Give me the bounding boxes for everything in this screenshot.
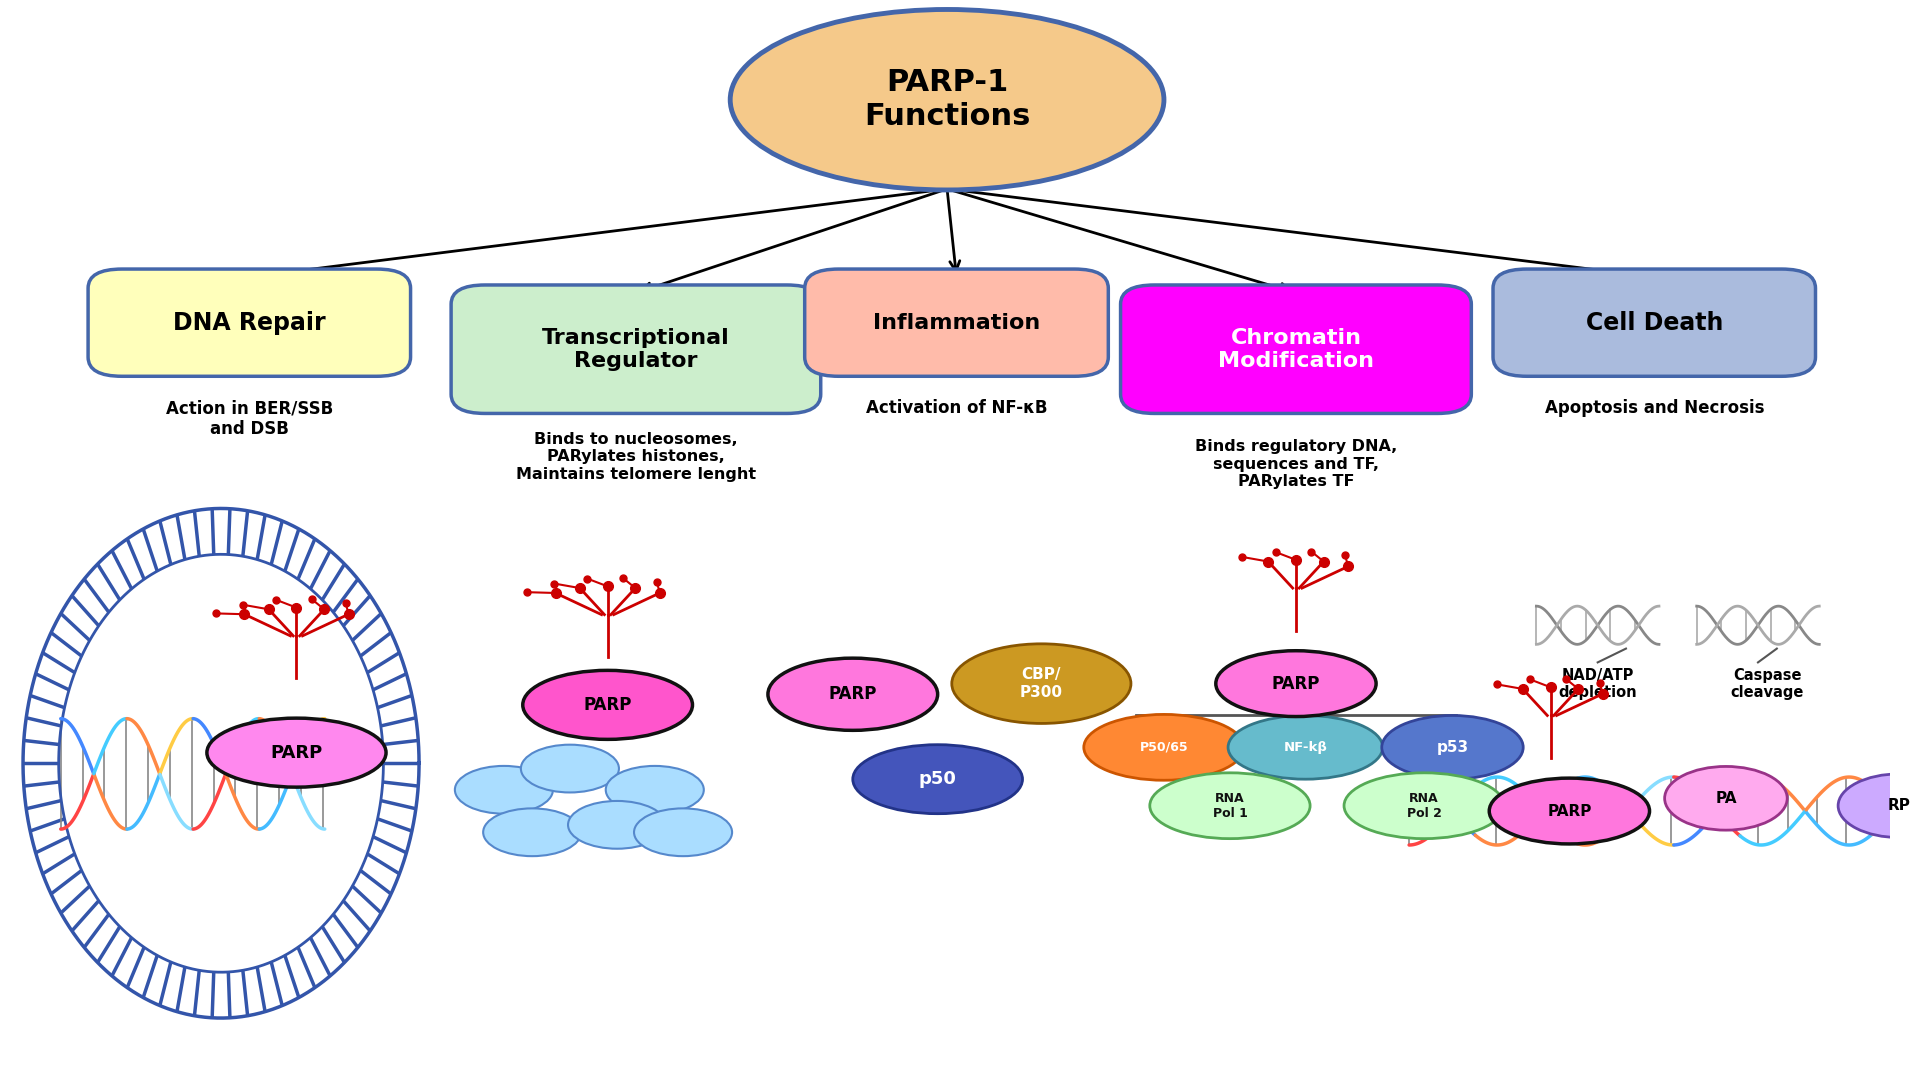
Text: Chromatin
Modification: Chromatin Modification: [1219, 327, 1374, 371]
Ellipse shape: [484, 808, 582, 856]
Text: PARP: PARP: [1272, 674, 1320, 692]
Ellipse shape: [568, 801, 666, 849]
Ellipse shape: [1488, 778, 1649, 844]
Ellipse shape: [1345, 773, 1504, 839]
Text: RNA
Pol 1: RNA Pol 1: [1213, 792, 1247, 820]
Text: PA: PA: [1716, 791, 1737, 806]
Ellipse shape: [1217, 651, 1375, 717]
Ellipse shape: [1085, 715, 1243, 780]
Text: CBP/
P300: CBP/ P300: [1020, 668, 1064, 700]
Text: RP: RP: [1888, 798, 1911, 813]
Text: PARP: PARP: [583, 696, 631, 714]
FancyBboxPatch shape: [805, 269, 1108, 377]
Text: PARP-1
Functions: PARP-1 Functions: [865, 68, 1031, 131]
Text: NAD/ATP
depletion: NAD/ATP depletion: [1559, 668, 1638, 700]
Text: p53: p53: [1437, 739, 1469, 754]
Text: p50: p50: [918, 770, 956, 789]
FancyBboxPatch shape: [88, 269, 411, 377]
Ellipse shape: [1838, 774, 1913, 838]
Ellipse shape: [522, 671, 693, 739]
Text: PARP: PARP: [828, 685, 876, 703]
Ellipse shape: [853, 745, 1023, 813]
Ellipse shape: [520, 745, 620, 793]
Text: Action in BER/SSB
and DSB: Action in BER/SSB and DSB: [166, 399, 333, 438]
Text: Binds regulatory DNA,
sequences and TF,
PARylates TF: Binds regulatory DNA, sequences and TF, …: [1196, 440, 1396, 489]
Text: Inflammation: Inflammation: [872, 312, 1041, 333]
Ellipse shape: [23, 508, 419, 1018]
Ellipse shape: [606, 766, 704, 813]
Ellipse shape: [767, 658, 937, 731]
Text: RNA
Pol 2: RNA Pol 2: [1406, 792, 1442, 820]
Ellipse shape: [207, 718, 386, 788]
Ellipse shape: [1664, 766, 1787, 830]
Text: Caspase
cleavage: Caspase cleavage: [1731, 668, 1804, 700]
Ellipse shape: [1150, 773, 1310, 839]
Text: Transcriptional
Regulator: Transcriptional Regulator: [541, 327, 729, 371]
FancyBboxPatch shape: [451, 285, 821, 413]
Ellipse shape: [1381, 716, 1523, 779]
FancyBboxPatch shape: [1121, 285, 1471, 413]
Text: Binds to nucleosomes,
PARylates histones,
Maintains telomere lenght: Binds to nucleosomes, PARylates histones…: [517, 432, 756, 482]
Text: Apoptosis and Necrosis: Apoptosis and Necrosis: [1544, 399, 1764, 417]
Text: PARP: PARP: [270, 744, 323, 762]
Text: PARP: PARP: [1548, 804, 1592, 819]
Text: DNA Repair: DNA Repair: [172, 310, 325, 335]
Text: Cell Death: Cell Death: [1586, 310, 1724, 335]
Text: P50/65: P50/65: [1140, 740, 1188, 754]
Text: Activation of NF-κB: Activation of NF-κB: [867, 399, 1046, 417]
Ellipse shape: [633, 808, 733, 856]
Ellipse shape: [455, 766, 553, 813]
Ellipse shape: [1228, 716, 1383, 779]
Ellipse shape: [953, 644, 1131, 723]
Ellipse shape: [731, 10, 1163, 190]
Text: NF-kβ: NF-kβ: [1284, 740, 1328, 754]
FancyBboxPatch shape: [1492, 269, 1815, 377]
